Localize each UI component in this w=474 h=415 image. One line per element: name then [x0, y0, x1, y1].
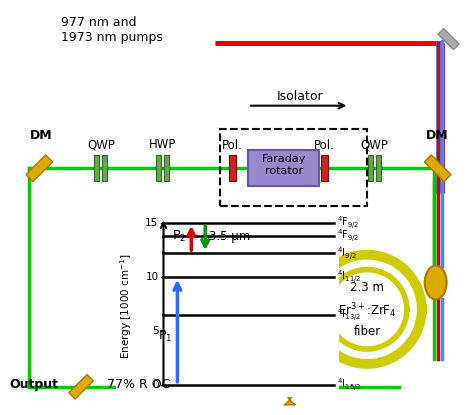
Text: HWP: HWP	[149, 138, 176, 151]
Polygon shape	[438, 29, 459, 50]
Bar	[102, 155, 108, 181]
Text: 5: 5	[152, 326, 158, 336]
Text: Pol.: Pol.	[222, 139, 243, 152]
Text: Isolator: Isolator	[276, 90, 323, 103]
Text: DM: DM	[30, 129, 53, 142]
Text: 10: 10	[146, 272, 158, 282]
Bar	[156, 155, 161, 181]
Text: 0: 0	[152, 380, 158, 390]
Text: Pol.: Pol.	[314, 139, 335, 152]
Polygon shape	[69, 374, 93, 399]
Text: 15: 15	[145, 218, 158, 228]
Bar	[248, 150, 319, 186]
Text: P$_2$: P$_2$	[172, 229, 186, 244]
Bar	[375, 155, 381, 181]
Text: $^4$F$_{9/2}$: $^4$F$_{9/2}$	[337, 215, 360, 231]
Text: QWP: QWP	[360, 138, 388, 151]
Text: Energy [1000 cm$^{-1}$]: Energy [1000 cm$^{-1}$]	[118, 253, 134, 359]
Text: Faraday
rotator: Faraday rotator	[262, 154, 306, 176]
Text: $^4$I$_{13/2}$: $^4$I$_{13/2}$	[337, 306, 361, 323]
Bar	[116, 215, 339, 397]
Polygon shape	[284, 369, 295, 405]
Text: $^4$I$_{11/2}$: $^4$I$_{11/2}$	[337, 269, 361, 286]
Ellipse shape	[425, 266, 447, 299]
Text: $^4$I$_{15/2}$: $^4$I$_{15/2}$	[337, 376, 361, 393]
Bar	[228, 155, 236, 181]
Text: $^4$F$_{9/2}$: $^4$F$_{9/2}$	[337, 227, 360, 244]
Polygon shape	[26, 155, 53, 182]
Text: QWP: QWP	[87, 138, 115, 151]
Text: 977 nm and
1973 nm pumps: 977 nm and 1973 nm pumps	[61, 16, 163, 44]
Text: $^4$I$_{9/2}$: $^4$I$_{9/2}$	[337, 245, 357, 261]
Text: Output: Output	[9, 378, 58, 391]
Bar	[220, 129, 367, 206]
Text: 77% R OC: 77% R OC	[107, 378, 170, 391]
Bar	[164, 155, 169, 181]
Polygon shape	[424, 155, 451, 182]
Text: DM: DM	[426, 129, 449, 142]
Text: 2.3 m
Er$^{3+}$:ZrF$_4$
fiber: 2.3 m Er$^{3+}$:ZrF$_4$ fiber	[338, 281, 396, 338]
Text: P$_1$: P$_1$	[158, 329, 173, 344]
Text: 3.5 μm: 3.5 μm	[209, 230, 250, 244]
Bar	[368, 155, 373, 181]
Bar	[321, 155, 328, 181]
Bar	[94, 155, 100, 181]
